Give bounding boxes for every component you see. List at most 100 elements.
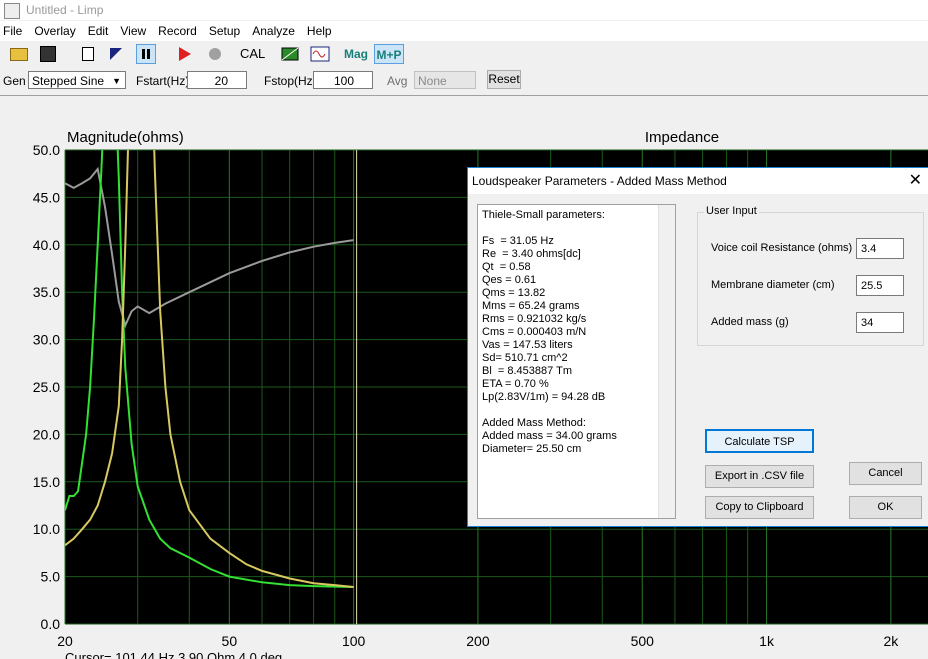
marker-button[interactable] [106,44,126,64]
scrollbar[interactable] [658,205,675,518]
y-axis-label: Magnitude(ohms) [67,129,184,146]
x-tick-label: 20 [57,633,73,649]
param-line: ETA = 0.70 % [482,378,549,390]
spacer [482,404,617,417]
avg-label: Avg [387,74,408,88]
fstop-input[interactable]: 100 [313,71,373,89]
param-line: Sd= 510.71 cm^2 [482,352,568,364]
results-textbox[interactable]: Thiele-Small parameters: Fs = 31.05 Hz Re … [477,204,676,519]
overlay-button[interactable] [280,44,300,64]
app-icon [4,3,20,19]
fstart-input[interactable]: 20 [187,71,247,89]
menu-item[interactable]: Overlay [34,24,76,38]
data-line [65,150,354,588]
y-tick-label: 30.0 [33,332,60,348]
param-line: Mms = 65.24 grams [482,300,580,312]
param-line: Rms = 0.921032 kg/s [482,313,587,325]
export-button[interactable]: Export in .CSV file [705,465,814,488]
field-value: 25.5 [861,280,883,292]
y-tick-label: 35.0 [33,284,60,300]
param-line: Cms = 0.000403 m/N [482,326,587,338]
method-line: Diameter= 25.50 cm [482,443,582,455]
menu-item[interactable]: File [3,24,23,38]
toolbar[interactable]: CAL Mag M+P [0,41,928,67]
method-line: Added mass = 34.00 grams [482,430,617,442]
menu-item[interactable]: Analyze [252,24,295,38]
menu-item[interactable]: View [120,24,147,38]
gen-value: Stepped Sine [32,74,105,88]
x-tick-label: 2k [883,633,899,649]
cal-button[interactable]: CAL [240,46,266,61]
y-tick-label: 10.0 [33,521,60,537]
field-value: 34 [861,317,874,329]
reset-button[interactable]: Reset [487,70,521,89]
gen-label: Gen [3,74,26,88]
avg-combo[interactable]: None [414,71,476,89]
fstop-label: Fstop(Hz) [264,74,317,88]
sine-button[interactable] [310,44,330,64]
menu-item[interactable]: Edit [87,24,109,38]
data-line [65,166,354,329]
param-line: Bl = 8.453887 Tm [482,365,572,377]
copy-button[interactable]: Copy to Clipboard [705,496,814,519]
param-line: Qes = 0.61 [482,274,537,286]
field-input[interactable]: 25.5 [856,275,904,296]
stop-button[interactable] [205,44,225,64]
gen-combo[interactable]: Stepped Sine ▼ [28,71,126,89]
avg-value: None [418,74,447,88]
fstart-label: Fstart(Hz) [136,74,190,88]
mp-button[interactable]: M+P [374,44,404,64]
spacer [482,222,617,235]
y-tick-label: 15.0 [33,474,60,490]
mag-button[interactable]: Mag [344,47,368,61]
param-line: Re = 3.40 ohms[dc] [482,248,581,260]
dialog: Loudspeaker Parameters - Added Mass Meth… [467,167,928,527]
param-line: Lp(2.83V/1m) = 94.28 dB [482,391,606,403]
group-legend: User Input [704,205,759,217]
plot-lines [65,150,354,588]
play-button[interactable] [174,44,194,64]
field-input[interactable]: 3.4 [856,238,904,259]
close-button[interactable]: ✕ [908,172,922,189]
y-tick-label: 5.0 [41,569,61,585]
menu-item[interactable]: Setup [208,24,241,38]
user-input-group: User Input Voice coil Resistance (ohms) 3… [697,205,924,346]
dialog-title-bar: Loudspeaker Parameters - Added Mass Meth… [468,168,928,194]
field-input[interactable]: 34 [856,312,904,333]
menu-item[interactable]: Help [306,24,332,38]
open-button[interactable] [8,44,28,64]
save-button[interactable] [38,44,58,64]
menu-bar: File Overlay Edit View Record Setup Analyze Hel… [0,21,928,41]
fstart-value: 20 [214,74,228,88]
param-line: Vas = 147.53 liters [482,339,573,351]
pause-button[interactable] [136,44,156,64]
menu-item[interactable]: Record [158,24,197,38]
y-tick-label: 40.0 [33,237,60,253]
calculate-button[interactable]: Calculate TSP [705,429,814,453]
copy-button[interactable] [78,44,98,64]
window-title: Untitled - Limp [26,3,104,17]
ok-button[interactable]: OK [849,496,922,519]
status-text: Cursor= 101.44 Hz 3.90 Ohm 4.0 deg [65,650,282,659]
field-label: Added mass (g) [711,316,789,328]
fstop-value: 100 [333,74,354,88]
y-tick-label: 45.0 [33,189,60,205]
cancel-button[interactable]: Cancel [849,462,922,485]
y-tick-label: 20.0 [33,426,60,442]
y-tick-label: 0.0 [41,616,61,632]
x-tick-label: 50 [222,633,238,649]
param-line: Qms = 13.82 [482,287,546,299]
field-label: Voice coil Resistance (ohms) [711,242,853,254]
title-bar: Untitled - Limp [0,0,928,20]
x-tick-label: 100 [342,633,366,649]
x-tick-label: 1k [759,633,775,649]
chart-title: Impedance [645,129,719,146]
x-tick-label: 500 [631,633,655,649]
params-heading: Thiele-Small parameters: [482,209,605,221]
field-label: Membrane diameter (cm) [711,279,835,291]
param-line: Fs = 31.05 Hz [482,235,554,247]
method-heading: Added Mass Method: [482,417,586,429]
field-value: 3.4 [861,243,877,255]
param-line: Qt = 0.58 [482,261,531,273]
